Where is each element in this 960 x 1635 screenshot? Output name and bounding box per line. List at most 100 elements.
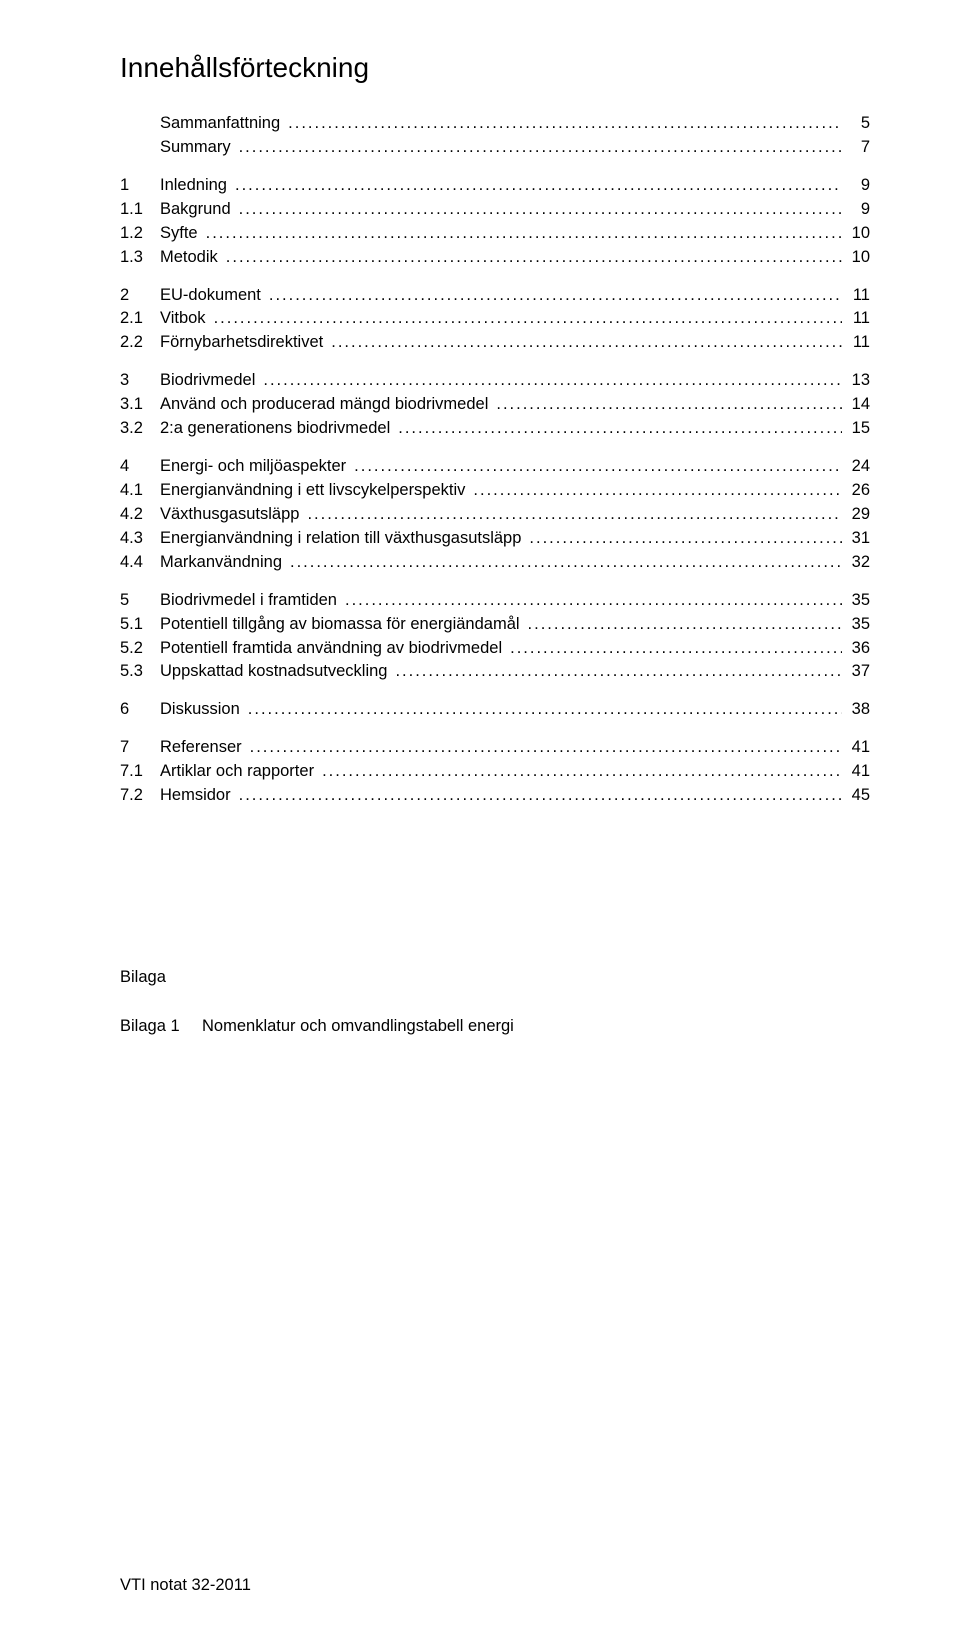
toc-group-gap [120, 160, 870, 174]
toc-number: 1.1 [120, 198, 160, 222]
toc-row: Sammanfattning 5 [120, 112, 870, 136]
toc-page-number: 32 [842, 551, 870, 575]
attachment-number: Bilaga 1 [120, 1017, 202, 1036]
toc-row: 6Diskussion38 [120, 698, 870, 722]
toc-page-number: 37 [842, 660, 870, 684]
document-footer: VTI notat 32-2011 [120, 1576, 251, 1595]
toc-page-number: 10 [842, 246, 870, 270]
toc-label: Energianvändning i relation till växthus… [160, 527, 525, 551]
toc-number: 4.1 [120, 479, 160, 503]
toc-page-number: 36 [842, 637, 870, 661]
toc-row: 4.3Energianvändning i relation till växt… [120, 527, 870, 551]
toc-leader-dots [231, 174, 842, 198]
toc-leader-dots [202, 222, 842, 246]
toc-page-number: 15 [842, 417, 870, 441]
toc-number: 2.2 [120, 331, 160, 355]
toc-leader-dots [318, 760, 842, 784]
toc-group-gap [120, 355, 870, 369]
toc-label: Bakgrund [160, 198, 235, 222]
toc-row: 3.22:a generationens biodrivmedel15 [120, 417, 870, 441]
toc-page-number: 29 [842, 503, 870, 527]
toc-label: Förnybarhetsdirektivet [160, 331, 327, 355]
toc-number: 5.2 [120, 637, 160, 661]
toc-label: Diskussion [160, 698, 244, 722]
toc-number: 4.2 [120, 503, 160, 527]
toc-leader-dots [246, 736, 842, 760]
toc-number: 7 [120, 736, 160, 760]
toc-label: Vitbok [160, 307, 210, 331]
toc-label: Biodrivmedel [160, 369, 259, 393]
toc-label: Artiklar och rapporter [160, 760, 318, 784]
toc-leader-dots [394, 417, 842, 441]
toc-number: 4 [120, 455, 160, 479]
toc-row: 1.2Syfte10 [120, 222, 870, 246]
toc-leader-dots [210, 307, 842, 331]
toc-row: 2.2Förnybarhetsdirektivet11 [120, 331, 870, 355]
toc-row: 3.1Använd och producerad mängd biodrivme… [120, 393, 870, 417]
toc-page-number: 24 [842, 455, 870, 479]
toc-page-number: 31 [842, 527, 870, 551]
toc-group-gap [120, 575, 870, 589]
toc-number: 3 [120, 369, 160, 393]
toc-page-number: 9 [842, 174, 870, 198]
toc-row: 5.3Uppskattad kostnadsutveckling37 [120, 660, 870, 684]
toc-label: Energianvändning i ett livscykelperspekt… [160, 479, 469, 503]
toc-page-number: 35 [842, 589, 870, 613]
toc-group-gap [120, 684, 870, 698]
toc-row: 7.1Artiklar och rapporter41 [120, 760, 870, 784]
table-of-contents: Sammanfattning5Summary71Inledning91.1Bak… [120, 112, 870, 808]
toc-group-gap [120, 270, 870, 284]
toc-label: EU-dokument [160, 284, 265, 308]
toc-label: Sammanfattning [160, 112, 284, 136]
toc-leader-dots [506, 637, 842, 661]
toc-leader-dots [235, 198, 842, 222]
toc-page-number: 5 [842, 112, 870, 136]
toc-leader-dots [259, 369, 842, 393]
toc-label: Potentiell tillgång av biomassa för ener… [160, 613, 524, 637]
toc-leader-dots [350, 455, 842, 479]
toc-leader-dots [284, 112, 842, 136]
toc-row: 4Energi- och miljöaspekter 24 [120, 455, 870, 479]
toc-label: Markanvändning [160, 551, 286, 575]
toc-group-gap [120, 722, 870, 736]
toc-row: 5.1Potentiell tillgång av biomassa för e… [120, 613, 870, 637]
attachments-heading: Bilaga [120, 968, 870, 987]
toc-label: Energi- och miljöaspekter [160, 455, 350, 479]
toc-row: 4.4Markanvändning32 [120, 551, 870, 575]
toc-row: 2EU-dokument11 [120, 284, 870, 308]
toc-leader-dots [265, 284, 842, 308]
toc-row: 5Biodrivmedel i framtiden 35 [120, 589, 870, 613]
page-title: Innehållsförteckning [120, 52, 870, 84]
toc-leader-dots [524, 613, 842, 637]
toc-number: 1.3 [120, 246, 160, 270]
toc-number: 3.1 [120, 393, 160, 417]
toc-group-gap [120, 441, 870, 455]
toc-leader-dots [469, 479, 842, 503]
toc-row: 4.1Energianvändning i ett livscykelpersp… [120, 479, 870, 503]
toc-row: 2.1Vitbok11 [120, 307, 870, 331]
toc-label: Syfte [160, 222, 202, 246]
toc-number: 5 [120, 589, 160, 613]
toc-number: 5.1 [120, 613, 160, 637]
toc-row: 7Referenser41 [120, 736, 870, 760]
attachment-row: Bilaga 1Nomenklatur och omvandlingstabel… [120, 1017, 870, 1036]
document-page: Innehållsförteckning Sammanfattning5Summ… [0, 0, 960, 1635]
toc-number: 3.2 [120, 417, 160, 441]
toc-row: 3Biodrivmedel 13 [120, 369, 870, 393]
toc-label: Potentiell framtida användning av biodri… [160, 637, 506, 661]
toc-page-number: 14 [842, 393, 870, 417]
toc-leader-dots [341, 589, 842, 613]
toc-page-number: 38 [842, 698, 870, 722]
toc-page-number: 11 [842, 307, 870, 331]
toc-page-number: 9 [842, 198, 870, 222]
toc-label: Metodik [160, 246, 222, 270]
toc-leader-dots [244, 698, 842, 722]
toc-row: 7.2Hemsidor45 [120, 784, 870, 808]
toc-label: Biodrivmedel i framtiden [160, 589, 341, 613]
toc-page-number: 35 [842, 613, 870, 637]
toc-leader-dots [235, 784, 842, 808]
toc-leader-dots [235, 136, 842, 160]
attachment-label: Nomenklatur och omvandlingstabell energi [202, 1017, 514, 1036]
toc-number: 7.2 [120, 784, 160, 808]
toc-page-number: 13 [842, 369, 870, 393]
